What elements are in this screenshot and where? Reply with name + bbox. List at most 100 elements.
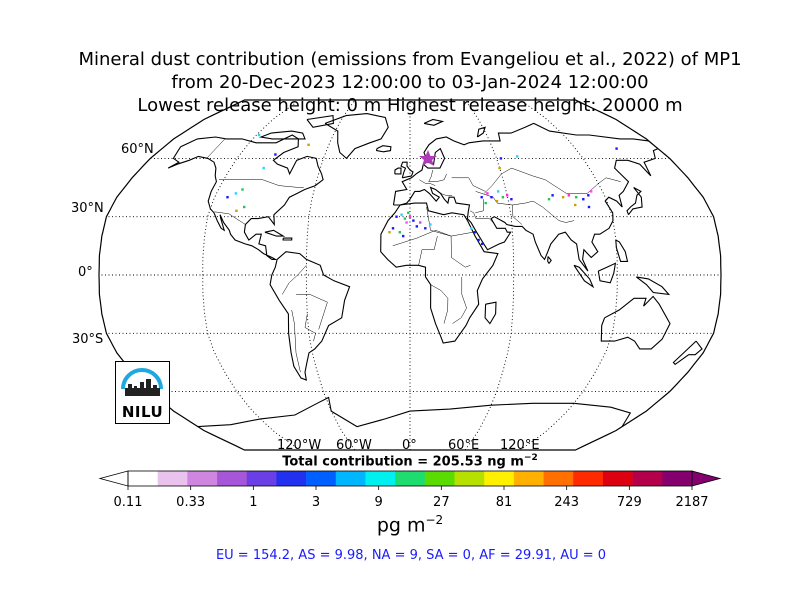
dust-point [497, 190, 500, 193]
dust-point [234, 192, 238, 195]
title-line-1: Mineral dust contribution (emissions fro… [78, 49, 742, 70]
colorbar-tick-marks [127, 486, 693, 490]
regional-totals: EU = 154.2, AS = 9.98, NA = 9, SA = 0, A… [215, 548, 607, 563]
dust-point [490, 196, 493, 199]
dust-point [495, 199, 499, 203]
coastline [672, 340, 703, 366]
colorbar-min-extend [98, 470, 129, 487]
colorbar-segment [602, 471, 633, 486]
release-site-star-icon [419, 150, 437, 166]
colorbar-segment [543, 471, 574, 486]
colorbar-unit: pg m−2 [0, 513, 800, 536]
country-border [532, 200, 575, 223]
country-border [440, 193, 453, 196]
country-border [484, 167, 512, 194]
coastline [380, 202, 499, 344]
country-border [304, 313, 316, 342]
coastline [392, 122, 660, 272]
country-border [512, 204, 523, 225]
coastline [394, 167, 402, 175]
dust-point [388, 231, 391, 234]
colorbar-segment [573, 471, 604, 486]
total-contribution-exponent: −2 [523, 453, 538, 463]
country-border [451, 177, 486, 192]
dust-deposition-points [226, 133, 618, 246]
coastline [615, 239, 629, 262]
dust-point [470, 227, 473, 230]
lat-label-60n: 60°N [121, 142, 154, 157]
lon-label-60w: 60°W [336, 438, 372, 453]
dust-point [412, 219, 415, 222]
coastlines [167, 113, 703, 428]
country-border [219, 179, 304, 188]
lat-label-30n: 30°N [71, 201, 104, 216]
dust-point [402, 234, 405, 238]
coastline [573, 264, 595, 289]
coastline [484, 301, 497, 325]
dust-point [403, 217, 407, 220]
colorbar-segment [632, 471, 663, 486]
colorbar-segment [128, 471, 158, 486]
colorbar-segments [128, 471, 693, 486]
country-border [475, 191, 534, 206]
colorbar-segment [187, 471, 218, 486]
colorbar-segment [246, 471, 277, 486]
colorbar-segment [484, 471, 515, 486]
colorbar-tick-label: 81 [495, 495, 513, 510]
colorbar-frame [127, 470, 693, 487]
colorbar-segment [395, 471, 426, 486]
colorbar-unit-text: pg m [376, 514, 426, 537]
total-contribution: Total contribution = 205.53 ng m−2 [0, 453, 800, 469]
dust-point [477, 238, 480, 242]
dust-point [561, 196, 565, 199]
dust-point [480, 196, 483, 199]
coastline [423, 118, 445, 126]
dust-point [498, 166, 501, 170]
country-border [214, 211, 246, 225]
dust-point [510, 198, 513, 201]
colorbar-segment [424, 471, 455, 486]
colorbar-segment [335, 471, 366, 486]
dust-point [484, 201, 487, 205]
dust-point [429, 223, 432, 226]
dust-point [567, 194, 570, 197]
dust-point [424, 227, 427, 230]
country-border [282, 265, 307, 295]
nilu-logo: NILU [115, 361, 170, 424]
dust-point [257, 133, 261, 137]
country-border [296, 294, 328, 330]
dust-point [400, 213, 403, 216]
country-border [419, 179, 436, 186]
lat-label-30s: 30°S [72, 332, 104, 347]
colorbar-tick-label: 0.11 [113, 495, 143, 510]
meridian-line [464, 100, 515, 450]
title-line-2: from 20-Dec-2023 12:00:00 to 03-Jan-2024… [171, 72, 649, 93]
dust-point [405, 221, 408, 224]
dust-point [501, 196, 505, 199]
meridian-line [305, 100, 356, 450]
country-border [418, 236, 438, 266]
dust-point [506, 194, 509, 197]
coastline [400, 161, 414, 179]
country-border [392, 230, 474, 247]
dust-point [551, 194, 554, 197]
map-boundary [98, 99, 722, 451]
colorbar-tick-label: 243 [554, 495, 580, 510]
dust-point [307, 143, 310, 146]
country-border [426, 206, 452, 237]
coastline [600, 295, 671, 350]
dust-point [415, 225, 418, 228]
coastline [258, 130, 306, 140]
country-border [452, 276, 467, 324]
country-border [475, 199, 484, 214]
colorbar-segment [454, 471, 485, 486]
coastline [282, 237, 293, 241]
coastline [547, 256, 552, 265]
country-border [469, 210, 495, 225]
lon-label-120e: 120°E [500, 438, 540, 453]
coastline [476, 126, 486, 138]
colorbar-segment [217, 471, 248, 486]
dust-point [615, 147, 618, 150]
dust-point [480, 242, 484, 246]
